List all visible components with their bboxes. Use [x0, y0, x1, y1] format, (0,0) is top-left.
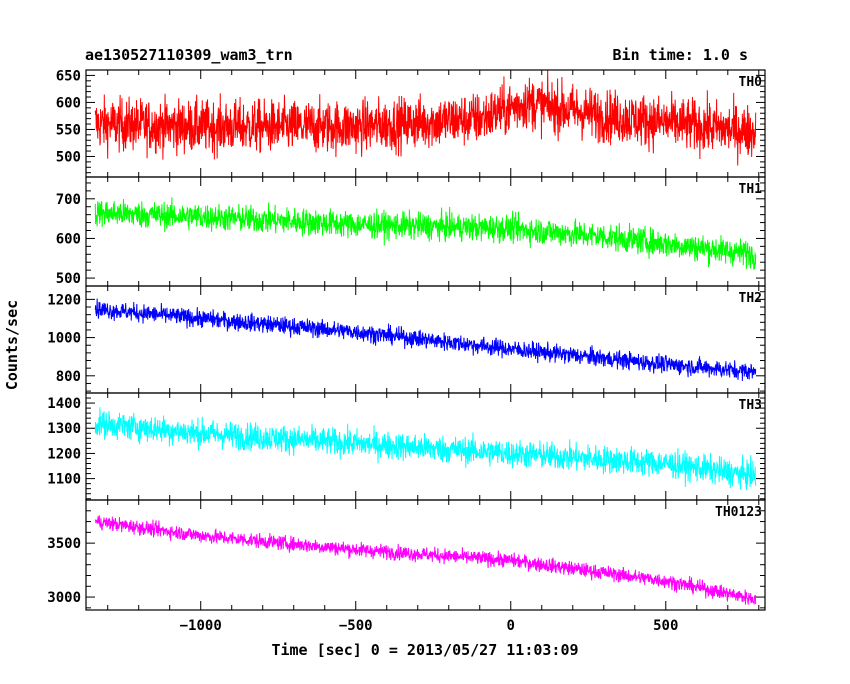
y-tick-label: 1200: [47, 292, 81, 308]
panel-th1: 500 600 700 TH1: [56, 176, 766, 287]
panel-th3: 1100 1200 1300 1400 TH3: [47, 392, 766, 501]
series-line-th3: [94, 407, 757, 491]
bin-time-label: Bin time: 1.0 s: [613, 46, 748, 64]
x-tick-label: −1000: [180, 618, 222, 634]
x-tick-label: −500: [339, 618, 373, 634]
y-tick-label: 550: [56, 122, 81, 138]
panel-th0: 500 550 600 650 TH0: [56, 68, 766, 178]
panel-frame: [85, 499, 766, 611]
series-label-th0: TH0: [739, 75, 763, 90]
panel-th2: 800 1000 1200 TH2: [47, 285, 766, 394]
x-tick-label: 0: [507, 618, 515, 634]
y-tick-label: 600: [56, 231, 81, 247]
y-axis-title: Counts/sec: [3, 300, 21, 390]
y-tick-label: 600: [56, 95, 81, 111]
series-label-th0123: TH0123: [715, 505, 762, 520]
y-tick-label: 1300: [47, 421, 81, 437]
panels-group: 500 550 600 650 TH0 500 600 700 TH1 800 1000 1200 TH…: [47, 68, 766, 611]
y-tick-label: 800: [56, 369, 81, 385]
plot-title: ae130527110309_wam3_trn: [85, 46, 293, 64]
y-tick-label: 500: [56, 271, 81, 287]
series-line-th0: [94, 70, 757, 166]
panel-th0123: 3000 3500 TH0123: [47, 499, 766, 611]
series-label-th2: TH2: [739, 291, 762, 306]
series-line-th0123: [94, 515, 757, 606]
x-axis-title: Time [sec] 0 = 2013/05/27 11:03:09: [271, 641, 578, 659]
series-label-th1: TH1: [739, 182, 763, 197]
x-axis: −1000 −500 0 500: [180, 618, 679, 634]
y-tick-label: 700: [56, 192, 81, 208]
series-label-th3: TH3: [739, 398, 762, 413]
y-tick-label: 650: [56, 68, 81, 84]
y-tick-label: 1100: [47, 472, 81, 488]
series-line-th1: [94, 197, 757, 270]
y-tick-label: 1400: [47, 396, 81, 412]
y-tick-label: 500: [56, 149, 81, 165]
y-tick-label: 1000: [47, 331, 81, 347]
y-tick-label: 3000: [47, 590, 81, 606]
series-line-th2: [94, 298, 757, 382]
y-tick-label: 3500: [47, 536, 81, 552]
x-tick-label: 500: [653, 618, 678, 634]
y-tick-label: 1200: [47, 446, 81, 462]
